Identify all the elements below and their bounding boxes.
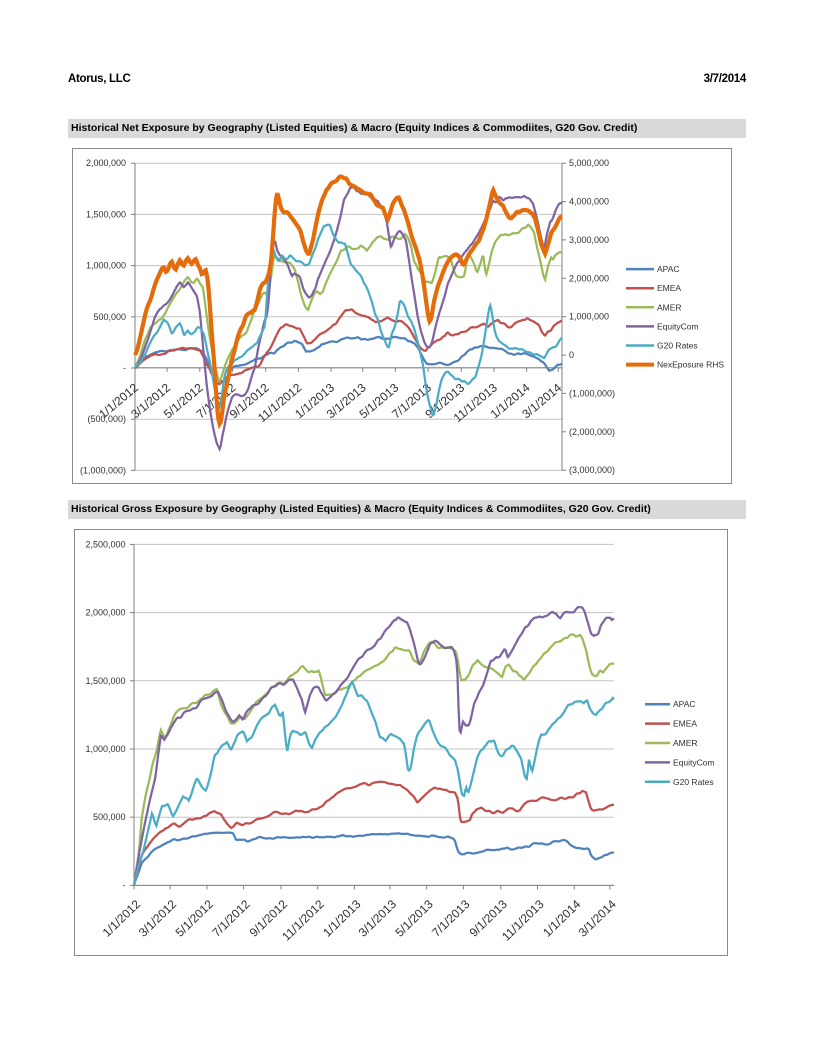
svg-text:3,000,000: 3,000,000 [569, 235, 609, 245]
svg-text:1,000,000: 1,000,000 [86, 261, 126, 271]
svg-text:0: 0 [569, 350, 574, 360]
svg-text:(2,000,000): (2,000,000) [569, 427, 615, 437]
svg-text:EMEA: EMEA [657, 283, 681, 293]
svg-text:APAC: APAC [657, 264, 680, 274]
svg-text:(1,000,000): (1,000,000) [569, 388, 615, 398]
svg-text:2,500,000: 2,500,000 [85, 539, 125, 549]
svg-text:5,000,000: 5,000,000 [569, 158, 609, 168]
svg-text:-: - [123, 363, 126, 373]
svg-text:-: - [123, 880, 126, 890]
svg-text:EquityCom: EquityCom [673, 757, 715, 767]
svg-text:(1,000,000): (1,000,000) [80, 465, 126, 475]
svg-text:APAC: APAC [673, 699, 696, 709]
svg-text:G20 Rates: G20 Rates [673, 777, 714, 787]
svg-text:AMER: AMER [673, 738, 698, 748]
svg-text:1,500,000: 1,500,000 [85, 676, 125, 686]
svg-text:2,000,000: 2,000,000 [569, 273, 609, 283]
svg-text:(3,000,000): (3,000,000) [569, 465, 615, 475]
svg-text:1,500,000: 1,500,000 [86, 209, 126, 219]
svg-text:2,000,000: 2,000,000 [86, 158, 126, 168]
svg-text:NexEposure RHS: NexEposure RHS [657, 360, 724, 370]
svg-text:G20 Rates: G20 Rates [657, 341, 698, 351]
svg-text:500,000: 500,000 [93, 312, 126, 322]
svg-text:1,000,000: 1,000,000 [569, 312, 609, 322]
svg-text:1,000,000: 1,000,000 [85, 744, 125, 754]
svg-text:2,000,000: 2,000,000 [85, 608, 125, 618]
svg-text:EMEA: EMEA [673, 719, 697, 729]
svg-text:AMER: AMER [657, 302, 682, 312]
svg-text:EquityCom: EquityCom [657, 321, 699, 331]
svg-text:(500,000): (500,000) [87, 414, 126, 424]
svg-text:500,000: 500,000 [93, 812, 126, 822]
svg-text:4,000,000: 4,000,000 [569, 197, 609, 207]
